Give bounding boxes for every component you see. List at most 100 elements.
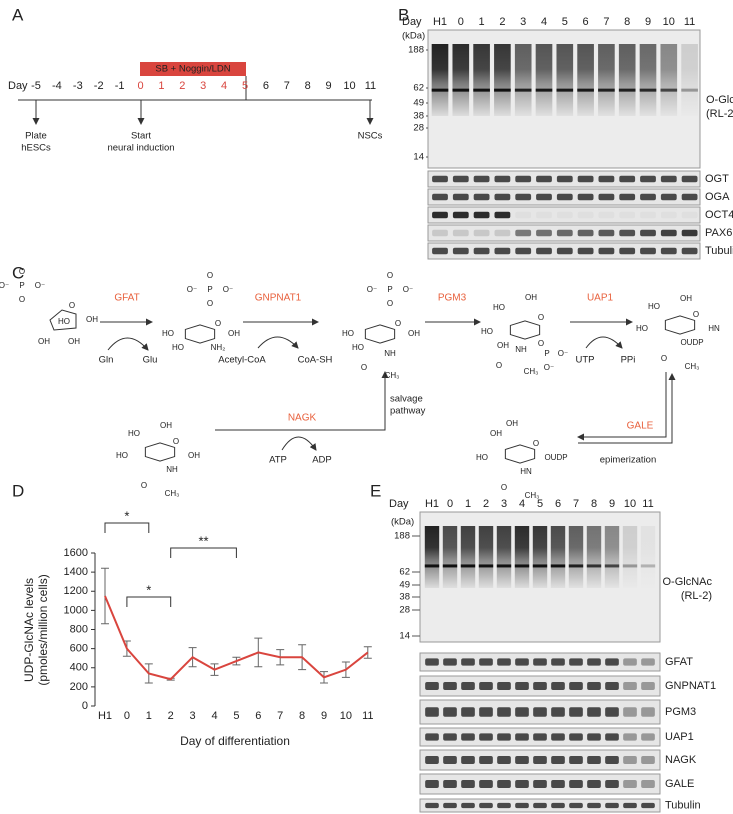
blot-smear: [681, 44, 698, 116]
strip-band: [515, 756, 529, 764]
strip-band: [551, 682, 565, 690]
strip-band: [641, 682, 655, 690]
marker-label: 188: [394, 531, 410, 542]
blot-label: (RL-2): [681, 590, 712, 602]
enzyme-label: UAP1: [587, 293, 614, 304]
strip-band: [587, 756, 601, 764]
blot-smear: [577, 44, 594, 116]
atom-label: OH: [525, 293, 537, 302]
atom-label: O⁻: [0, 281, 9, 290]
enzyme-label: GALE: [627, 421, 654, 432]
strip-band: [461, 756, 475, 764]
y-tick-label: 400: [70, 662, 88, 674]
blot-smear: [556, 44, 574, 116]
strip-band: [598, 175, 615, 183]
y-tick-label: 1000: [64, 604, 88, 616]
blot-band: [424, 564, 440, 568]
strip-band: [473, 175, 490, 183]
strip-band: [536, 229, 552, 237]
blot-band: [598, 88, 615, 92]
strip-band: [452, 175, 469, 183]
note-label: epimerization: [600, 455, 657, 466]
x-tick-label: 2: [168, 710, 174, 722]
molecule-ring: [184, 324, 216, 344]
x-tick-label: 8: [299, 710, 305, 722]
molecule-ring: [664, 315, 696, 335]
atom-label: HO: [636, 324, 648, 333]
blot-smear: [622, 526, 638, 588]
strip-band: [556, 247, 573, 255]
atom-label: O: [693, 310, 699, 319]
strip-band: [515, 802, 529, 809]
significance-bracket: [126, 596, 172, 607]
strip-band: [551, 756, 565, 764]
lane-label: 2: [483, 498, 489, 510]
strip-band: [598, 229, 615, 237]
strip-band: [479, 780, 493, 788]
strip-band: [661, 212, 677, 218]
strip-band: [473, 229, 490, 237]
molecule-ring: [504, 444, 536, 464]
strip-band: [432, 211, 448, 219]
strip-band: [556, 229, 573, 237]
blot-smear: [514, 526, 530, 588]
lane-label: 5: [562, 16, 568, 28]
strip-band: [605, 658, 619, 666]
strip-band: [497, 682, 511, 690]
cofactor-label: PPi: [621, 355, 636, 366]
strip-band: [623, 780, 637, 788]
day-tick-label: 10: [343, 80, 355, 92]
strip-band: [587, 802, 601, 809]
blot-band: [514, 564, 530, 568]
atom-label: CH₃: [524, 367, 539, 376]
event-label: neural induction: [107, 143, 174, 154]
strip-band: [533, 756, 547, 764]
atom-label: OUDP: [680, 338, 703, 347]
y-tick-label: 1400: [64, 566, 88, 578]
atom-label: NH: [515, 345, 527, 354]
panel-label: B: [398, 5, 409, 24]
strip-band: [598, 247, 615, 255]
atom-label: HN: [708, 324, 720, 333]
strip-band: [640, 193, 656, 201]
lane-label: 3: [501, 498, 507, 510]
strip-band: [473, 211, 490, 219]
atom-label: P: [19, 281, 24, 290]
strip-band: [425, 682, 439, 690]
strip-band: [497, 780, 511, 788]
blot-smear: [424, 526, 440, 588]
molecule-ring: [49, 309, 77, 331]
strip-band: [443, 733, 457, 741]
cofactor-arc: [585, 336, 623, 349]
enzyme-label: NAGK: [288, 413, 317, 424]
strip-band: [641, 780, 655, 788]
strip-band: [425, 780, 439, 788]
atom-label: P: [387, 285, 392, 294]
atom-label: OH: [188, 451, 200, 460]
strip-band: [494, 247, 511, 255]
strip-band: [536, 247, 552, 255]
strip-band: [479, 658, 493, 666]
cofactor-arc: [281, 436, 317, 451]
atom-label: P: [544, 349, 549, 358]
strip-label: GFAT: [665, 656, 693, 668]
strip-label: UAP1: [665, 731, 694, 743]
blot-smear: [660, 44, 678, 116]
strip-band: [497, 802, 511, 809]
strip-band: [515, 212, 531, 218]
strip-band: [443, 802, 457, 809]
blot-smear: [535, 44, 553, 116]
cofactor-label: ATP: [269, 455, 287, 466]
strip-band: [605, 802, 619, 809]
atom-label: O⁻: [35, 281, 45, 290]
strip-band: [557, 212, 573, 218]
strip-band: [623, 733, 637, 741]
strip-band: [461, 802, 475, 809]
day-tick-label: 9: [326, 80, 332, 92]
atom-label: O⁻: [558, 349, 568, 358]
x-axis-label: Day of differentiation: [180, 734, 290, 748]
strip-band: [515, 658, 529, 666]
blot-band: [460, 564, 476, 568]
strip-band: [443, 756, 457, 764]
day-tick-label: 8: [305, 80, 311, 92]
